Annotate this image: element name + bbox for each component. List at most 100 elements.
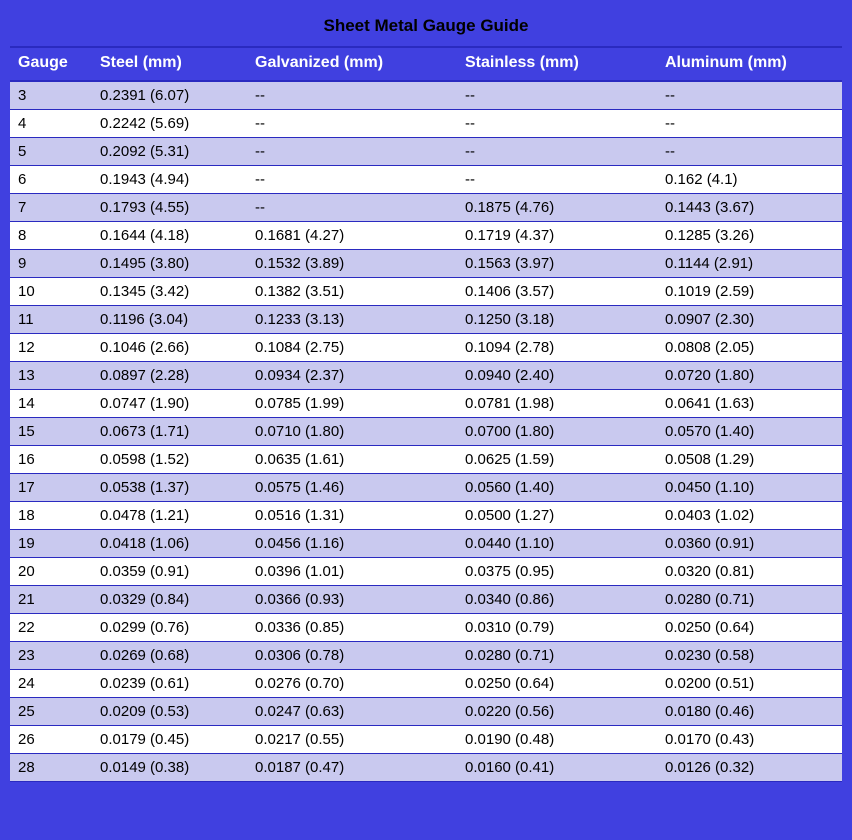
table-cell: 20: [10, 558, 92, 586]
table-cell: 23: [10, 642, 92, 670]
table-cell: 22: [10, 614, 92, 642]
table-row: 250.0209 (0.53)0.0247 (0.63)0.0220 (0.56…: [10, 698, 842, 726]
table-row: 180.0478 (1.21)0.0516 (1.31)0.0500 (1.27…: [10, 502, 842, 530]
table-cell: 0.0276 (0.70): [247, 670, 457, 698]
table-cell: 0.0217 (0.55): [247, 726, 457, 754]
table-cell: 0.0396 (1.01): [247, 558, 457, 586]
table-cell: 0.0250 (0.64): [657, 614, 842, 642]
table-cell: 0.0575 (1.46): [247, 474, 457, 502]
table-cell: 0.0247 (0.63): [247, 698, 457, 726]
table-header-row: Gauge Steel (mm) Galvanized (mm) Stainle…: [10, 47, 842, 81]
table-row: 100.1345 (3.42)0.1382 (3.51)0.1406 (3.57…: [10, 278, 842, 306]
table-cell: 0.0808 (2.05): [657, 334, 842, 362]
table-cell: 0.0200 (0.51): [657, 670, 842, 698]
col-header-aluminum: Aluminum (mm): [657, 47, 842, 81]
table-cell: --: [457, 81, 657, 110]
table-cell: 0.0187 (0.47): [247, 754, 457, 782]
table-cell: 0.1382 (3.51): [247, 278, 457, 306]
table-cell: 0.0320 (0.81): [657, 558, 842, 586]
table-cell: --: [247, 110, 457, 138]
table-cell: 0.1019 (2.59): [657, 278, 842, 306]
table-cell: 26: [10, 726, 92, 754]
table-row: 200.0359 (0.91)0.0396 (1.01)0.0375 (0.95…: [10, 558, 842, 586]
table-cell: 0.2092 (5.31): [92, 138, 247, 166]
table-cell: 0.1094 (2.78): [457, 334, 657, 362]
table-cell: 0.1495 (3.80): [92, 250, 247, 278]
table-row: 210.0329 (0.84)0.0366 (0.93)0.0340 (0.86…: [10, 586, 842, 614]
table-cell: 0.0418 (1.06): [92, 530, 247, 558]
table-cell: 0.0516 (1.31): [247, 502, 457, 530]
table-cell: 0.0190 (0.48): [457, 726, 657, 754]
table-cell: 0.0700 (1.80): [457, 418, 657, 446]
table-cell: 0.0170 (0.43): [657, 726, 842, 754]
table-cell: 0.0280 (0.71): [457, 642, 657, 670]
table-cell: 15: [10, 418, 92, 446]
table-row: 170.0538 (1.37)0.0575 (1.46)0.0560 (1.40…: [10, 474, 842, 502]
table-row: 160.0598 (1.52)0.0635 (1.61)0.0625 (1.59…: [10, 446, 842, 474]
table-cell: 0.1250 (3.18): [457, 306, 657, 334]
table-cell: 6: [10, 166, 92, 194]
table-cell: 0.0375 (0.95): [457, 558, 657, 586]
table-cell: 0.1285 (3.26): [657, 222, 842, 250]
table-cell: 0.0230 (0.58): [657, 642, 842, 670]
table-row: 150.0673 (1.71)0.0710 (1.80)0.0700 (1.80…: [10, 418, 842, 446]
gauge-guide-frame: Sheet Metal Gauge Guide Gauge Steel (mm)…: [0, 0, 852, 840]
table-cell: --: [247, 138, 457, 166]
table-cell: 9: [10, 250, 92, 278]
table-cell: 0.0635 (1.61): [247, 446, 457, 474]
table-row: 140.0747 (1.90)0.0785 (1.99)0.0781 (1.98…: [10, 390, 842, 418]
table-row: 50.2092 (5.31)------: [10, 138, 842, 166]
table-cell: --: [457, 110, 657, 138]
table-cell: 0.0329 (0.84): [92, 586, 247, 614]
table-cell: --: [657, 81, 842, 110]
table-row: 240.0239 (0.61)0.0276 (0.70)0.0250 (0.64…: [10, 670, 842, 698]
table-cell: 24: [10, 670, 92, 698]
table-cell: 0.1345 (3.42): [92, 278, 247, 306]
table-cell: 0.0360 (0.91): [657, 530, 842, 558]
table-cell: 0.1644 (4.18): [92, 222, 247, 250]
table-cell: 0.1875 (4.76): [457, 194, 657, 222]
table-cell: 0.0180 (0.46): [657, 698, 842, 726]
table-cell: --: [247, 166, 457, 194]
col-header-gauge: Gauge: [10, 47, 92, 81]
table-row: 120.1046 (2.66)0.1084 (2.75)0.1094 (2.78…: [10, 334, 842, 362]
table-cell: 0.1943 (4.94): [92, 166, 247, 194]
table-row: 60.1943 (4.94)----0.162 (4.1): [10, 166, 842, 194]
table-cell: 0.0720 (1.80): [657, 362, 842, 390]
table-cell: 25: [10, 698, 92, 726]
table-cell: 0.0299 (0.76): [92, 614, 247, 642]
table-cell: 0.1719 (4.37): [457, 222, 657, 250]
table-row: 130.0897 (2.28)0.0934 (2.37)0.0940 (2.40…: [10, 362, 842, 390]
table-cell: 14: [10, 390, 92, 418]
table-cell: 7: [10, 194, 92, 222]
table-cell: 0.1793 (4.55): [92, 194, 247, 222]
table-cell: 0.0508 (1.29): [657, 446, 842, 474]
table-cell: 0.0747 (1.90): [92, 390, 247, 418]
table-cell: 11: [10, 306, 92, 334]
table-cell: 21: [10, 586, 92, 614]
table-cell: 0.0440 (1.10): [457, 530, 657, 558]
table-cell: 0.0934 (2.37): [247, 362, 457, 390]
col-header-galvanized: Galvanized (mm): [247, 47, 457, 81]
table-cell: 0.0280 (0.71): [657, 586, 842, 614]
table-cell: 0.0538 (1.37): [92, 474, 247, 502]
table-cell: 0.1681 (4.27): [247, 222, 457, 250]
table-cell: 17: [10, 474, 92, 502]
table-cell: 0.0209 (0.53): [92, 698, 247, 726]
col-header-stainless: Stainless (mm): [457, 47, 657, 81]
col-header-steel: Steel (mm): [92, 47, 247, 81]
table-cell: 0.0336 (0.85): [247, 614, 457, 642]
table-cell: 0.1046 (2.66): [92, 334, 247, 362]
table-cell: 8: [10, 222, 92, 250]
table-cell: 0.1406 (3.57): [457, 278, 657, 306]
table-row: 40.2242 (5.69)------: [10, 110, 842, 138]
table-cell: 0.0160 (0.41): [457, 754, 657, 782]
table-cell: 0.2391 (6.07): [92, 81, 247, 110]
table-cell: 0.1084 (2.75): [247, 334, 457, 362]
table-cell: 0.0500 (1.27): [457, 502, 657, 530]
table-cell: 0.0220 (0.56): [457, 698, 657, 726]
table-cell: 19: [10, 530, 92, 558]
table-cell: 0.0598 (1.52): [92, 446, 247, 474]
table-cell: 0.0450 (1.10): [657, 474, 842, 502]
table-cell: --: [457, 138, 657, 166]
